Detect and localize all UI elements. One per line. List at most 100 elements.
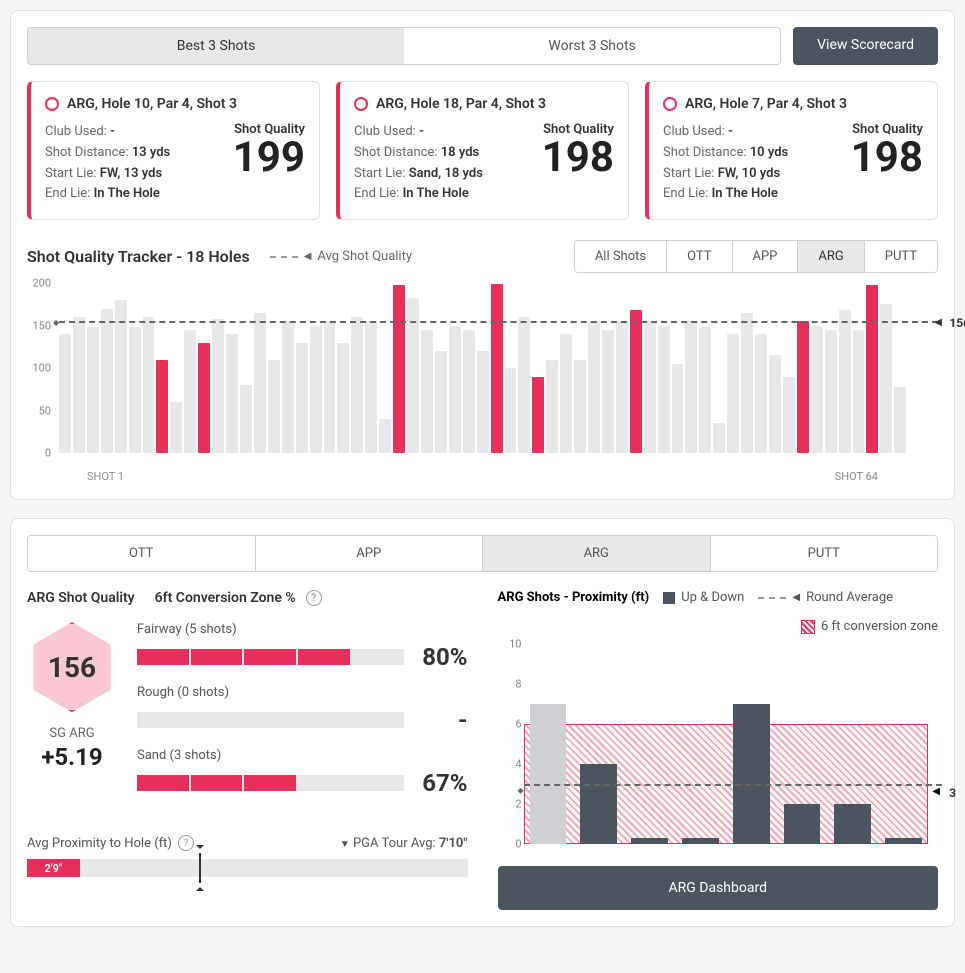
tracker-bar xyxy=(282,321,294,453)
tracker-title: Shot Quality Tracker - 18 Holes xyxy=(27,247,250,266)
filter-tab-all-shots[interactable]: All Shots xyxy=(575,241,667,272)
prox-bar xyxy=(834,804,871,844)
tracker-bar xyxy=(491,284,503,453)
view-scorecard-button[interactable]: View Scorecard xyxy=(793,27,938,65)
prox-avg-value: 3 xyxy=(949,786,956,800)
conv-row: Rough (0 shots) - xyxy=(137,685,468,734)
tab-worst-shots[interactable]: Worst 3 Shots xyxy=(404,28,780,64)
tracker-bar xyxy=(505,368,517,453)
card-stats: Club Used: -Shot Distance: 13 ydsStart L… xyxy=(45,122,170,205)
tracker-bar xyxy=(268,360,280,454)
top-panel: Best 3 Shots Worst 3 Shots View Scorecar… xyxy=(10,10,955,500)
tracker-bar xyxy=(226,334,238,453)
arg-quality-title: ARG Shot Quality xyxy=(27,590,135,606)
avg-legend-label: Avg Shot Quality xyxy=(317,249,412,264)
cat-tab-arg[interactable]: ARG xyxy=(483,536,711,571)
card-title: ARG, Hole 10, Par 4, Shot 3 xyxy=(67,96,237,112)
shot-card[interactable]: ARG, Hole 10, Par 4, Shot 3 Club Used: -… xyxy=(27,81,320,220)
conv-row: Fairway (5 shots) 80% xyxy=(137,622,468,671)
tracker-bar xyxy=(880,304,892,453)
sg-value: +5.19 xyxy=(27,743,117,771)
arg-dashboard-button[interactable]: ARG Dashboard xyxy=(498,866,939,910)
tab-best-shots[interactable]: Best 3 Shots xyxy=(28,28,404,64)
shot-cards: ARG, Hole 10, Par 4, Shot 3 Club Used: -… xyxy=(27,81,938,220)
prox-bar xyxy=(885,838,922,844)
shot-quality-value: 199 xyxy=(233,137,305,179)
tracker-bar xyxy=(894,387,906,453)
tracker-bar xyxy=(198,343,210,454)
card-title: ARG, Hole 18, Par 4, Shot 3 xyxy=(376,96,546,112)
tracker-bar xyxy=(602,330,614,453)
prox-chart-title: ARG Shots - Proximity (ft) xyxy=(498,590,650,605)
tracker-bar xyxy=(393,285,405,453)
tracker-bar xyxy=(324,321,336,453)
shot-quality-value: 198 xyxy=(542,137,614,179)
tracker-bar xyxy=(588,321,600,453)
tracker-bar xyxy=(73,317,85,453)
cat-tab-putt[interactable]: PUTT xyxy=(711,536,938,571)
tracker-bar xyxy=(115,300,127,453)
ring-icon xyxy=(354,97,368,111)
card-title: ARG, Hole 7, Par 4, Shot 3 xyxy=(685,96,847,112)
tracker-bar xyxy=(755,334,767,453)
avg-legend: ◀ Avg Shot Quality xyxy=(270,249,412,264)
prox-bar xyxy=(631,838,668,844)
tracker-bar xyxy=(477,351,489,453)
prox-label: Avg Proximity to Hole (ft) xyxy=(27,836,172,851)
tracker-chart: 050100150200 ◆ ◀ 156 SHOT 1 SHOT 64 xyxy=(27,283,938,483)
filter-tabs: All ShotsOTTAPPARGPUTT xyxy=(574,240,938,273)
conv-bar xyxy=(137,649,404,665)
lower-panel: OTTAPPARGPUTT ARG Shot Quality 6ft Conve… xyxy=(10,518,955,927)
help-icon[interactable]: ? xyxy=(306,590,322,606)
conv-zone-title: 6ft Conversion Zone % ? xyxy=(155,590,322,606)
tracker-bar xyxy=(101,309,113,454)
tracker-bar xyxy=(254,313,266,453)
tracker-bar xyxy=(853,330,865,453)
tracker-bar xyxy=(839,310,851,453)
tracker-bar xyxy=(184,330,196,453)
filter-tab-ott[interactable]: OTT xyxy=(667,241,732,272)
ring-icon xyxy=(45,97,59,111)
pga-value: 7'10" xyxy=(439,836,468,851)
tracker-bar xyxy=(337,343,349,454)
tracker-y-axis: 050100150200 xyxy=(27,283,55,453)
x-label-first: SHOT 1 xyxy=(87,470,124,483)
tracker-header: Shot Quality Tracker - 18 Holes ◀ Avg Sh… xyxy=(27,240,938,273)
tracker-bar xyxy=(435,351,447,453)
prox-bar xyxy=(682,838,719,844)
filter-tab-app[interactable]: APP xyxy=(733,241,799,272)
tracker-bar xyxy=(672,364,684,453)
top-tabs-row: Best 3 Shots Worst 3 Shots View Scorecar… xyxy=(27,27,938,65)
shot-tabs: Best 3 Shots Worst 3 Shots xyxy=(27,27,781,65)
filter-tab-arg[interactable]: ARG xyxy=(798,241,864,272)
prox-slider-marker xyxy=(199,853,201,883)
tracker-avg-line: ◆ ◀ 156 xyxy=(59,321,938,323)
card-stats: Club Used: -Shot Distance: 10 ydsStart L… xyxy=(663,122,788,205)
tracker-bar xyxy=(365,321,377,453)
tracker-avg-value: 156 xyxy=(949,316,965,330)
prox-bars xyxy=(524,644,929,844)
shot-card[interactable]: ARG, Hole 7, Par 4, Shot 3 Club Used: -S… xyxy=(645,81,938,220)
tracker-bar xyxy=(296,343,308,454)
cat-tab-app[interactable]: APP xyxy=(256,536,484,571)
prox-bar xyxy=(530,704,567,844)
cat-tab-ott[interactable]: OTT xyxy=(28,536,256,571)
legend-round-avg: ◀Round Average xyxy=(758,590,893,605)
tracker-bar xyxy=(811,326,823,454)
pga-label: PGA Tour Avg: xyxy=(353,836,436,851)
tracker-bar xyxy=(379,419,391,453)
x-label-last: SHOT 64 xyxy=(835,470,878,483)
tracker-bar xyxy=(310,326,322,454)
prox-slider-fill: 2'9" xyxy=(27,859,80,877)
card-stats: Club Used: -Shot Distance: 18 ydsStart L… xyxy=(354,122,483,205)
filter-tab-putt[interactable]: PUTT xyxy=(865,241,937,272)
arg-row: 156 SG ARG +5.19 Fairway (5 shots) 80% R… xyxy=(27,622,468,811)
help-icon[interactable]: ? xyxy=(178,835,194,851)
shot-card[interactable]: ARG, Hole 18, Par 4, Shot 3 Club Used: -… xyxy=(336,81,629,220)
category-tabs: OTTAPPARGPUTT xyxy=(27,535,938,572)
tracker-bar xyxy=(699,327,711,453)
sg-label: SG ARG xyxy=(27,726,117,741)
prox-y-axis: 0246810 xyxy=(498,644,526,824)
conv-bar xyxy=(137,712,404,728)
hatch-icon xyxy=(801,620,815,634)
